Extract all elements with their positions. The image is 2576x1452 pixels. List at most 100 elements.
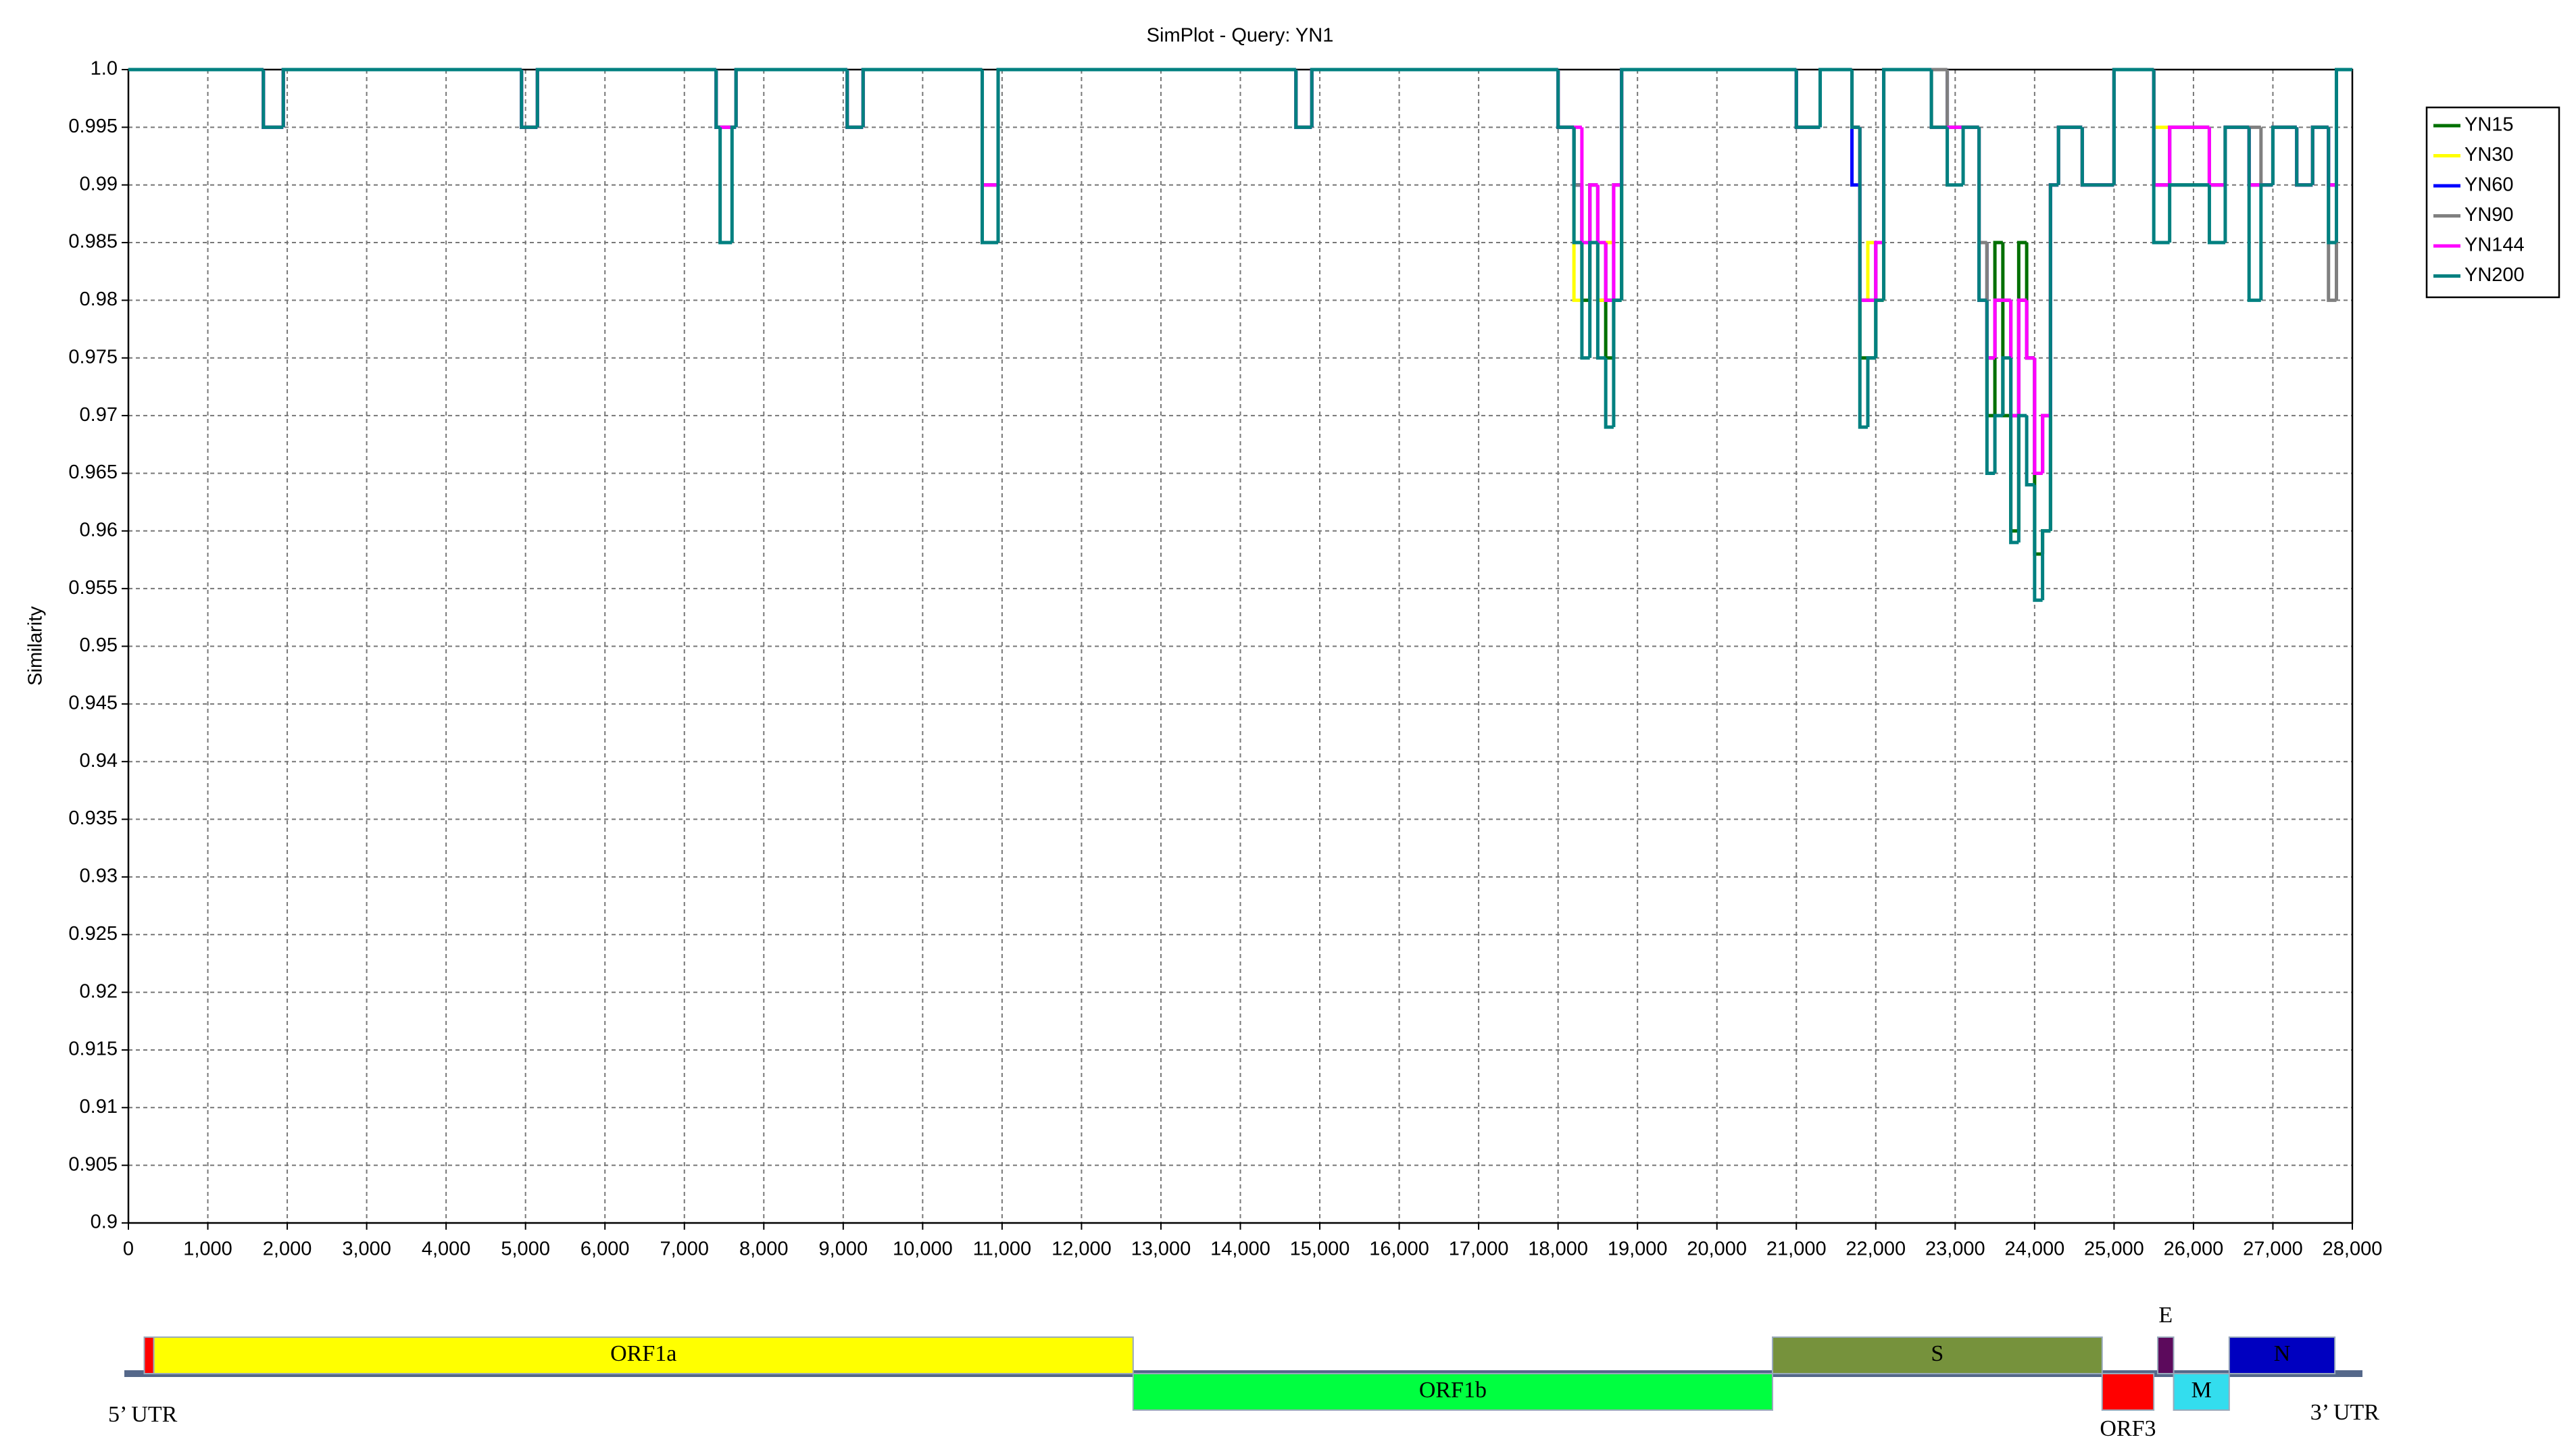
series-step xyxy=(2033,357,2043,475)
series-step xyxy=(1850,70,1860,129)
series-step xyxy=(1874,298,1884,358)
series-step xyxy=(734,68,847,128)
legend-label: YN60 xyxy=(2464,174,2514,196)
series-step xyxy=(1588,241,1598,358)
x-tick-label: 7,000 xyxy=(660,1238,709,1260)
x-tick-label: 0 xyxy=(123,1238,134,1260)
x-tick-label: 9,000 xyxy=(819,1238,868,1260)
series-step xyxy=(520,70,538,129)
y-tick-label: 0.91 xyxy=(80,1096,118,1118)
gene-label: ORF1a xyxy=(610,1341,676,1366)
y-tick-label: 0.95 xyxy=(80,634,118,656)
y-tick-label: 0.99 xyxy=(80,173,118,195)
x-tick-label: 6,000 xyxy=(580,1238,630,1260)
series-step xyxy=(1993,298,2003,358)
series-step xyxy=(1580,243,1590,360)
legend-label: YN30 xyxy=(2464,144,2514,166)
series-step xyxy=(2271,125,2297,185)
gene-box xyxy=(153,1336,1134,1374)
series-step xyxy=(1977,127,1987,302)
series-step xyxy=(1874,241,1884,301)
series-step xyxy=(1961,125,1979,185)
x-tick-label: 5,000 xyxy=(501,1238,550,1260)
y-tick-label: 0.985 xyxy=(68,231,118,253)
series-step xyxy=(1294,70,1312,129)
legend-label: YN200 xyxy=(2464,264,2525,286)
series-step xyxy=(1595,243,1606,360)
x-tick-label: 24,000 xyxy=(2005,1238,2065,1260)
chart-title: SimPlot - Query: YN1 xyxy=(1147,25,1334,47)
series-step xyxy=(1794,70,1820,129)
y-tick-label: 0.995 xyxy=(68,116,118,137)
gene-label: N xyxy=(2274,1341,2291,1366)
series-step xyxy=(1946,127,1964,187)
series-step xyxy=(1993,414,2003,474)
y-tick-label: 0.955 xyxy=(68,577,118,599)
y-tick-label: 0.945 xyxy=(68,693,118,714)
series-step xyxy=(2025,416,2035,487)
gene-box xyxy=(2157,1336,2175,1374)
x-tick-label: 14,000 xyxy=(1210,1238,1270,1260)
gene-box xyxy=(1132,1373,1773,1411)
utr-label: 3’ UTR xyxy=(2310,1400,2380,1425)
utr-label: 5’ UTR xyxy=(108,1402,178,1427)
y-tick-label: 0.9 xyxy=(91,1211,118,1233)
x-tick-label: 2,000 xyxy=(263,1238,312,1260)
x-tick-label: 4,000 xyxy=(422,1238,471,1260)
x-tick-label: 25,000 xyxy=(2084,1238,2144,1260)
series-step xyxy=(2327,127,2337,245)
y-axis-label: Similarity xyxy=(25,606,47,686)
series-step xyxy=(2112,68,2154,185)
series-step xyxy=(2048,183,2059,531)
series-step xyxy=(2295,127,2313,187)
x-tick-label: 11,000 xyxy=(973,1238,1032,1260)
series-step xyxy=(2152,70,2170,245)
series-step xyxy=(1604,357,1614,429)
gene-label: ORF3 xyxy=(2100,1416,2156,1441)
y-tick-label: 0.94 xyxy=(80,750,118,772)
series-step xyxy=(1620,68,1797,301)
x-tick-label: 23,000 xyxy=(1925,1238,1985,1260)
series-step xyxy=(1866,356,1876,428)
x-tick-label: 15,000 xyxy=(1290,1238,1350,1260)
x-tick-label: 3,000 xyxy=(342,1238,391,1260)
series-step xyxy=(2016,298,2027,416)
y-tick-label: 0.935 xyxy=(68,807,118,829)
y-tick-label: 0.965 xyxy=(68,461,118,483)
legend-label: YN144 xyxy=(2464,234,2525,256)
series-step xyxy=(1866,241,1876,301)
series-step xyxy=(2168,125,2210,185)
gene-box xyxy=(2228,1336,2336,1374)
series-step xyxy=(1310,68,1558,128)
y-tick-label: 0.925 xyxy=(68,923,118,945)
series-step xyxy=(845,70,864,129)
x-tick-label: 8,000 xyxy=(739,1238,789,1260)
series-step xyxy=(2025,300,2035,360)
series-step xyxy=(1612,183,1622,301)
x-tick-label: 12,000 xyxy=(1051,1238,1112,1260)
series-step xyxy=(981,70,999,245)
series-step xyxy=(281,68,522,128)
x-tick-label: 19,000 xyxy=(1608,1238,1668,1260)
series-step xyxy=(996,68,1296,243)
series-step xyxy=(1588,183,1598,243)
series-step xyxy=(2207,184,2225,245)
x-tick-label: 20,000 xyxy=(1687,1238,1747,1260)
series-step xyxy=(2009,357,2019,545)
series-step xyxy=(1556,70,1575,129)
y-tick-label: 0.915 xyxy=(68,1038,118,1060)
gene-label: ORF1b xyxy=(1419,1378,1487,1403)
x-tick-label: 27,000 xyxy=(2243,1238,2303,1260)
series-step xyxy=(2247,127,2261,302)
series-step xyxy=(2041,529,2051,601)
series-step xyxy=(718,127,733,245)
series-step xyxy=(2259,183,2273,301)
series-step xyxy=(2033,484,2043,602)
series-step xyxy=(1818,68,1852,128)
y-tick-label: 0.975 xyxy=(68,346,118,368)
x-tick-label: 16,000 xyxy=(1369,1238,1429,1260)
gene-label: S xyxy=(1931,1341,1943,1366)
series-step xyxy=(1612,298,1622,428)
gene-box xyxy=(143,1336,155,1374)
